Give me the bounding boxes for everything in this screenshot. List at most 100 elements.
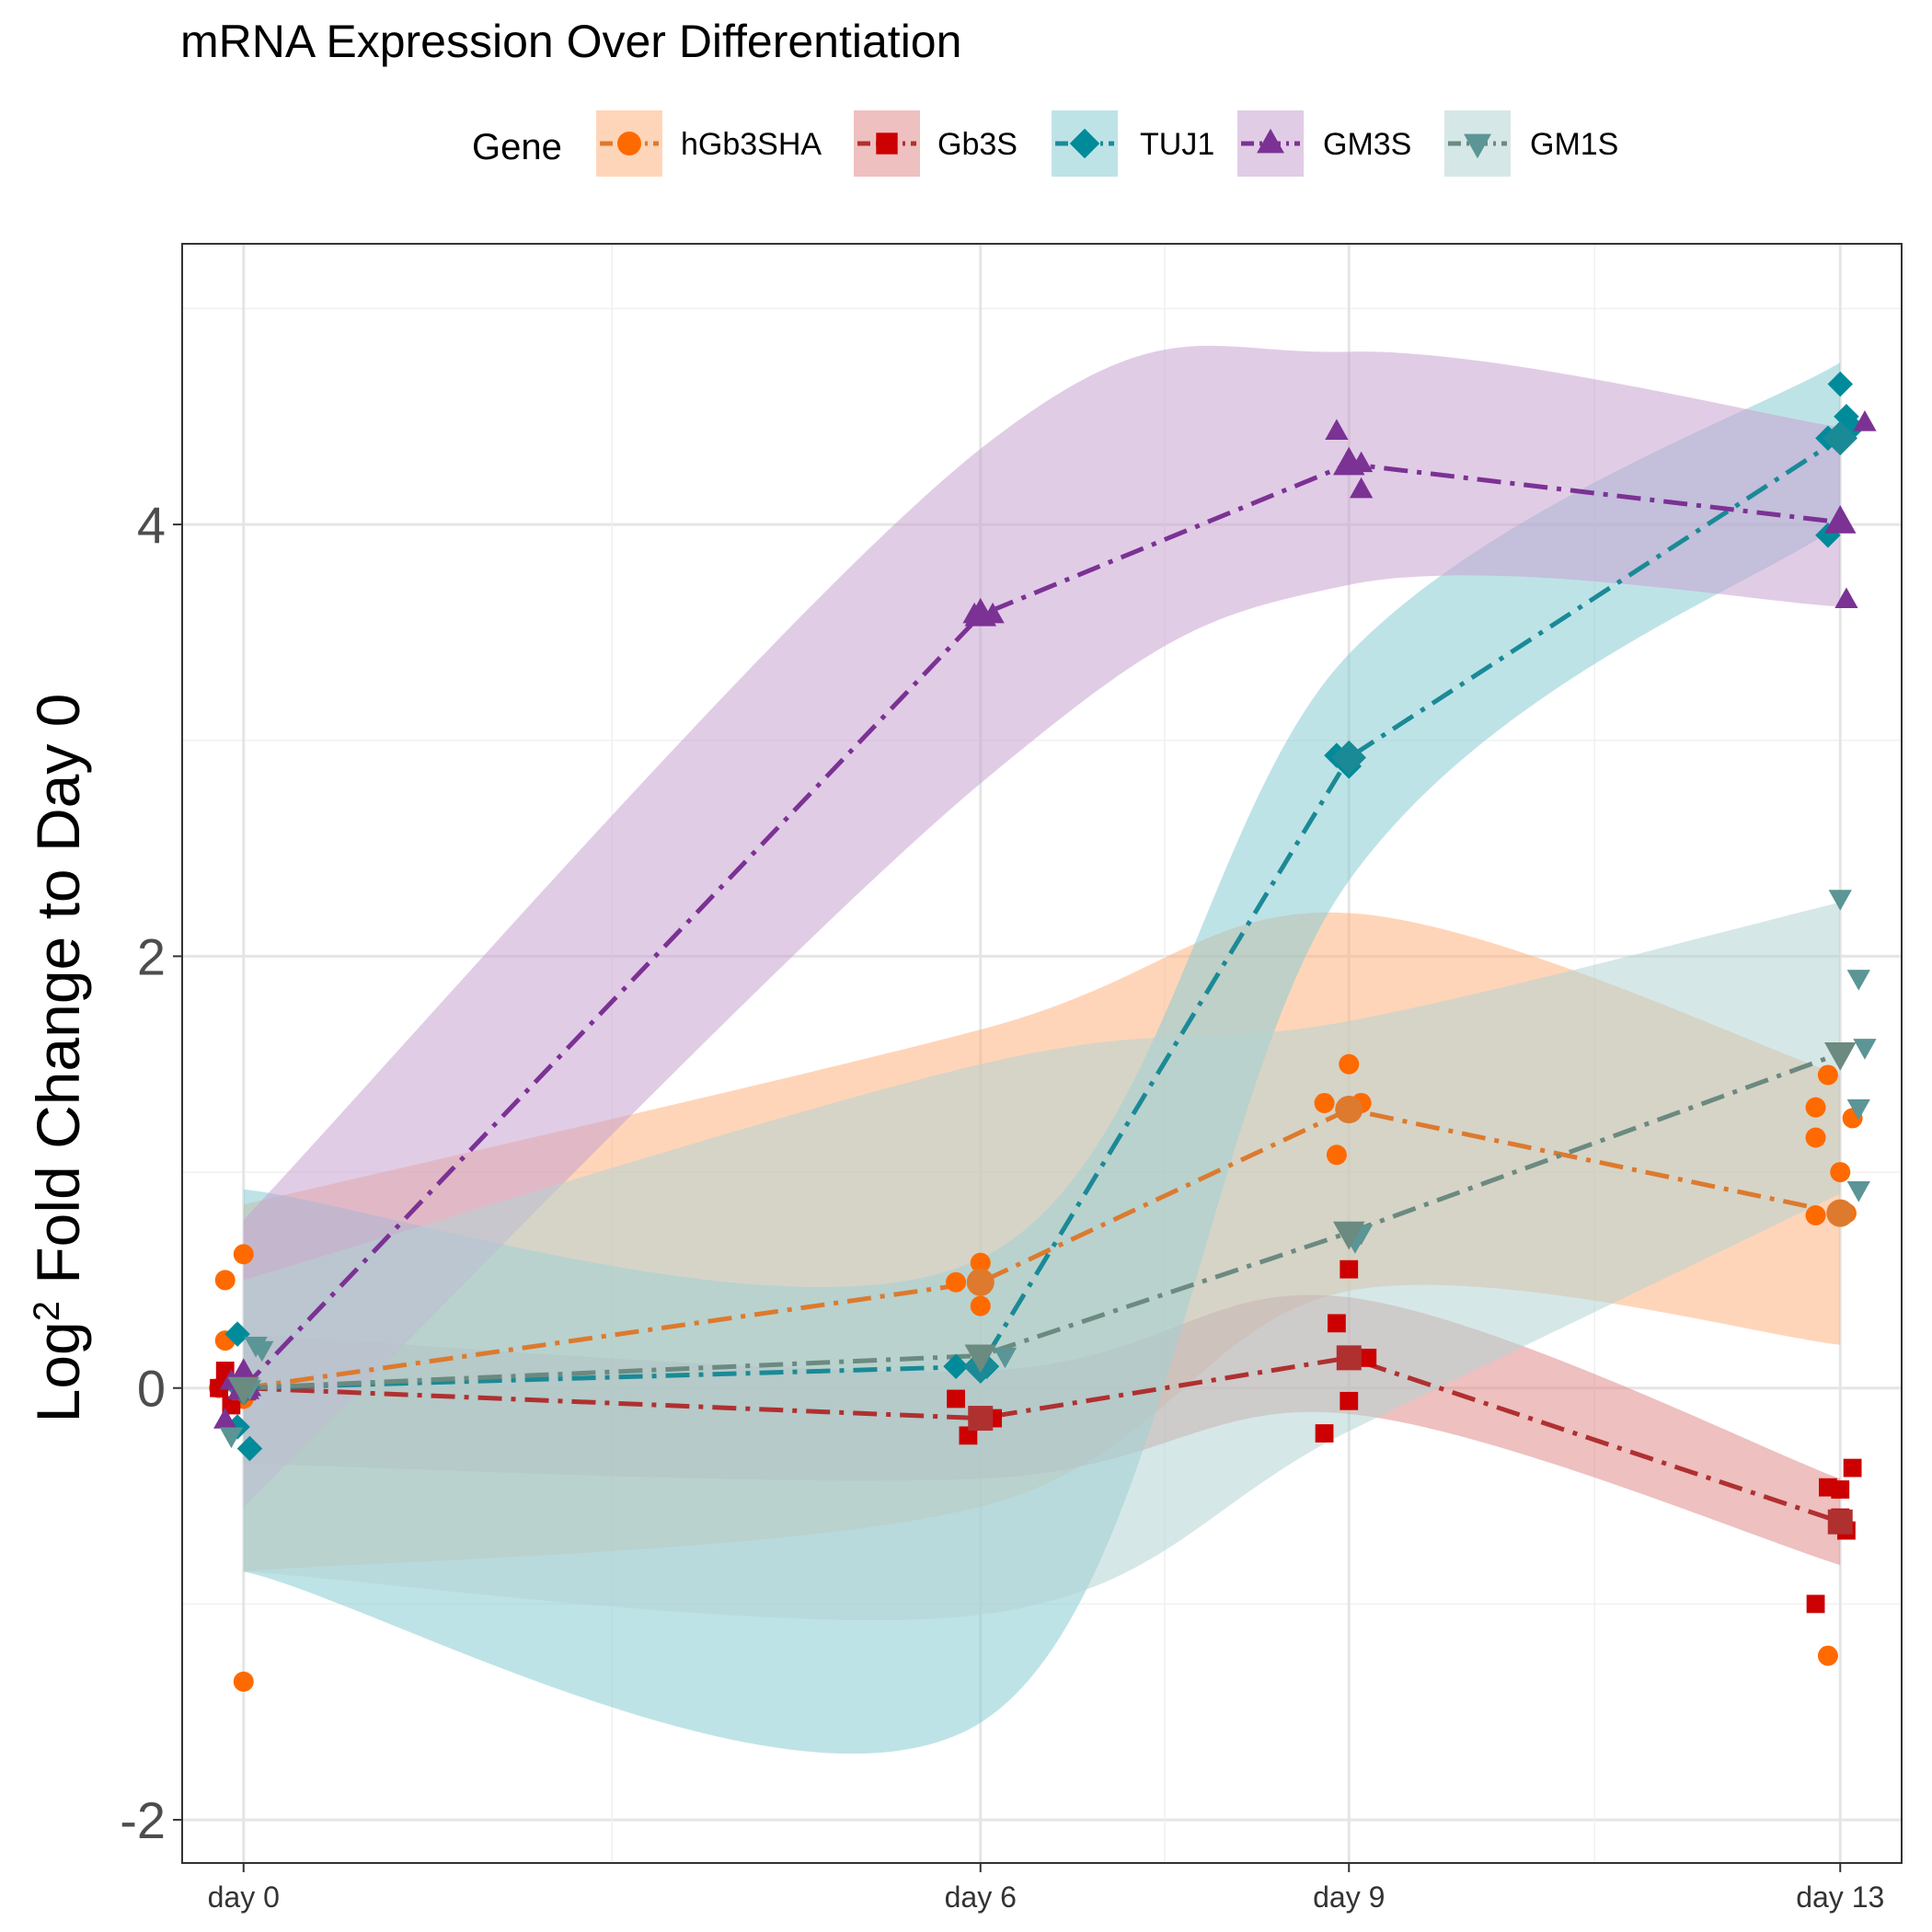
point-gb3s (1340, 1259, 1359, 1279)
legend-item-gm3s: GM3S (1237, 110, 1411, 177)
mean-point-hgb3sha (1826, 1199, 1855, 1227)
legend-marker-gm1s (1464, 133, 1491, 159)
y-axis-label-sup: 2 (27, 1301, 67, 1321)
legend-label-tuj1: TUJ1 (1140, 127, 1214, 162)
y-axis-label-rest: Fold Change to Day 0 (24, 694, 92, 1301)
legend-label-hgb3sha: hGb3SHA (681, 127, 822, 162)
point-gm1s (1828, 890, 1852, 911)
mean-point-gm3s (964, 597, 996, 627)
point-gm3s (1325, 419, 1349, 440)
mean-point-gm1s (1824, 1042, 1857, 1071)
x-tick-label: day 9 (1313, 1880, 1385, 1914)
legend-label-gm1s: GM1S (1530, 127, 1618, 162)
mean-point-hgb3sha (1335, 1096, 1363, 1124)
point-hgb3sha (233, 1671, 254, 1692)
mean-point-gm3s (1824, 504, 1857, 534)
mean-point-gm1s (964, 1344, 996, 1374)
point-hgb3sha (1805, 1127, 1826, 1148)
mean-point-gm1s (1333, 1221, 1365, 1250)
line-gm3s (241, 461, 1841, 1390)
point-tuj1 (1827, 371, 1853, 397)
point-gm3s (213, 1408, 237, 1429)
point-gb3s (959, 1426, 978, 1445)
legend-label-gm3s: GM3S (1323, 127, 1411, 162)
point-gb3s (1328, 1314, 1346, 1333)
point-gm1s (1846, 970, 1870, 991)
series-lines (241, 436, 1842, 1524)
point-hgb3sha (1817, 1064, 1838, 1086)
legend-label-gb3s: Gb3S (937, 127, 1018, 162)
legend-marker-gb3s (876, 132, 898, 155)
line-hgb3sha (243, 1107, 1841, 1391)
point-hgb3sha (1805, 1097, 1826, 1118)
y-axis-label-base: Log (24, 1321, 92, 1422)
mean-point-gb3s (1336, 1345, 1362, 1371)
point-gb3s (1315, 1424, 1334, 1443)
line-tuj1 (243, 436, 1842, 1391)
y-axis-label: Log2 Fold Change to Day 0 (24, 694, 92, 1423)
legend-marker-hgb3sha (617, 132, 641, 155)
point-gb3s (1358, 1348, 1377, 1367)
point-hgb3sha (233, 1244, 254, 1265)
point-gb3s (1806, 1594, 1825, 1614)
mean-point-tuj1 (1331, 740, 1366, 776)
chart-title: mRNA Expression Over Differentiation (180, 16, 961, 67)
point-gb3s (1843, 1458, 1862, 1478)
line-gb3s (243, 1355, 1842, 1524)
y-tick-label: 2 (137, 927, 166, 985)
point-hgb3sha (970, 1295, 991, 1317)
mean-point-gb3s (1827, 1509, 1853, 1535)
point-gm3s (232, 1358, 256, 1379)
point-gm1s (1853, 1039, 1877, 1060)
point-tuj1 (224, 1321, 250, 1347)
legend-title: Gene (472, 127, 562, 167)
mean-point-gm1s (227, 1376, 259, 1406)
plot-border (181, 243, 1903, 1864)
point-gb3s (222, 1396, 241, 1415)
y-tick-label: 4 (137, 496, 166, 554)
y-axis: -2 0 2 4 (120, 496, 182, 1849)
point-tuj1 (224, 1414, 250, 1440)
point-hgb3sha (1830, 1162, 1851, 1183)
legend: Gene hGb3SHA Gb3S TUJ1 GM3S GM1S (472, 110, 1618, 177)
point-gm1s (1846, 1098, 1870, 1121)
mean-point-hgb3sha (966, 1268, 995, 1296)
point-hgb3sha (946, 1271, 967, 1293)
x-axis: day 0 day 6 day 9 day 13 (208, 1863, 1884, 1914)
point-gb3s (1831, 1480, 1850, 1499)
legend-item-tuj1: TUJ1 (1052, 110, 1214, 177)
point-gm3s (1853, 410, 1877, 431)
y-tick-label: -2 (120, 1791, 166, 1849)
mean-point-gm3s (1333, 446, 1365, 476)
legend-item-gb3s: Gb3S (854, 110, 1018, 177)
mean-point-gb3s (968, 1406, 994, 1432)
point-gb3s (947, 1389, 965, 1409)
point-hgb3sha (1805, 1205, 1826, 1225)
legend-item-hgb3sha: hGb3SHA (596, 110, 822, 177)
point-tuj1 (943, 1353, 969, 1380)
band-gm3s (243, 345, 1841, 1507)
point-gm1s (250, 1340, 274, 1363)
legend-marker-tuj1 (1069, 128, 1100, 159)
x-tick-label: day 6 (945, 1880, 1017, 1914)
point-tuj1 (236, 1435, 263, 1462)
point-hgb3sha (1314, 1092, 1335, 1113)
point-gm1s (1846, 1181, 1870, 1202)
point-hgb3sha (1326, 1144, 1347, 1166)
legend-marker-gm3s (1257, 128, 1284, 154)
y-tick-label: 0 (137, 1360, 166, 1418)
point-gm3s (1349, 477, 1374, 499)
legend-item-gm1s: GM1S (1444, 110, 1618, 177)
point-hgb3sha (970, 1252, 991, 1273)
point-hgb3sha (214, 1270, 236, 1291)
point-gb3s (1340, 1391, 1359, 1410)
x-tick-label: day 13 (1796, 1880, 1884, 1914)
point-hgb3sha (1817, 1645, 1838, 1666)
mean-point-tuj1 (1823, 420, 1857, 455)
x-tick-label: day 0 (208, 1880, 280, 1914)
point-gm1s (993, 1347, 1018, 1369)
point-hgb3sha (1339, 1053, 1360, 1075)
point-gm3s (1834, 587, 1858, 608)
data-points (209, 371, 1877, 1692)
